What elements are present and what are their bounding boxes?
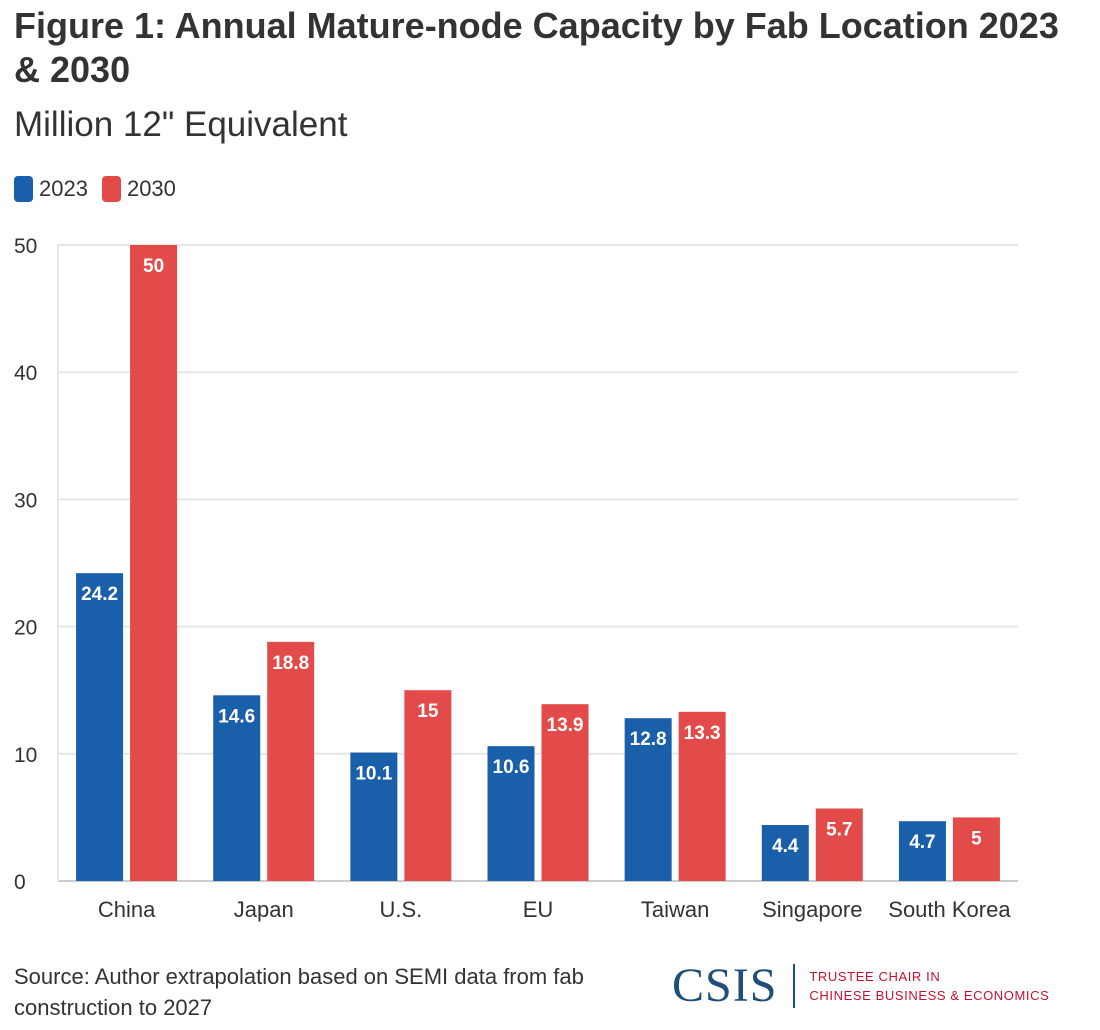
y-tick-label: 30 bbox=[14, 489, 37, 512]
data-label: 15 bbox=[417, 701, 439, 722]
bar-2030-u-s- bbox=[404, 690, 452, 881]
bar-2030-eu bbox=[541, 704, 589, 881]
x-tick-label: U.S. bbox=[379, 897, 422, 922]
x-tick-label: China bbox=[98, 897, 156, 922]
data-label: 10.1 bbox=[355, 764, 392, 785]
bar-2023-china bbox=[76, 573, 124, 881]
logo-divider bbox=[793, 964, 796, 1008]
y-tick-label: 40 bbox=[14, 362, 37, 385]
y-tick-label: 10 bbox=[14, 744, 37, 767]
data-label: 4.4 bbox=[772, 836, 799, 857]
y-tick-label: 0 bbox=[14, 871, 26, 894]
bar-2030-taiwan bbox=[678, 711, 726, 881]
logo-wordmark: CSIS bbox=[672, 959, 778, 1012]
bar-2023-taiwan bbox=[624, 718, 672, 881]
data-label: 5.7 bbox=[826, 819, 852, 840]
x-tick-label: Singapore bbox=[762, 897, 862, 922]
data-label: 50 bbox=[143, 256, 164, 277]
legend-swatch-2030 bbox=[101, 176, 121, 202]
data-label: 24.2 bbox=[81, 584, 118, 605]
y-tick-label: 20 bbox=[14, 617, 37, 640]
bar-2030-singapore bbox=[815, 808, 863, 881]
chart-title: Figure 1: Annual Mature-node Capacity by… bbox=[14, 5, 1059, 90]
x-tick-label: Taiwan bbox=[641, 897, 709, 922]
bar-2023-japan bbox=[213, 695, 261, 881]
logo-tagline-line2: CHINESE BUSINESS & ECONOMICS bbox=[809, 988, 1050, 1003]
chart-subtitle: Million 12" Equivalent bbox=[14, 105, 348, 144]
bar-2030-south-korea bbox=[952, 817, 1000, 881]
x-tick-label: Japan bbox=[234, 897, 294, 922]
bar-2023-singapore bbox=[761, 825, 809, 881]
x-tick-label: South Korea bbox=[888, 897, 1011, 922]
bar-2023-u-s- bbox=[350, 752, 398, 881]
bar-2023-eu bbox=[487, 746, 535, 881]
source-note: Source: Author extrapolation based on SE… bbox=[14, 964, 584, 1020]
y-tick-label: 50 bbox=[14, 235, 37, 258]
x-tick-label: EU bbox=[523, 897, 554, 922]
legend-item-2030: 2030 bbox=[101, 176, 176, 202]
legend-swatch-2023 bbox=[14, 176, 33, 202]
data-label: 5 bbox=[971, 828, 982, 849]
legend-item-2023: 2023 bbox=[14, 176, 88, 202]
data-label: 14.6 bbox=[218, 706, 255, 727]
logo-tagline-line1: TRUSTEE CHAIR IN bbox=[809, 969, 941, 984]
data-label: 18.8 bbox=[272, 653, 309, 674]
legend: 2023 2030 bbox=[14, 176, 190, 202]
data-label: 12.8 bbox=[630, 729, 667, 750]
bar-2030-china bbox=[130, 245, 178, 881]
data-label: 13.9 bbox=[547, 715, 584, 736]
bar-2023-south-korea bbox=[898, 821, 946, 881]
data-label: 4.7 bbox=[909, 832, 935, 853]
legend-label-2023: 2023 bbox=[39, 176, 88, 201]
csis-logo: CSIS TRUSTEE CHAIR IN CHINESE BUSINESS &… bbox=[672, 960, 1049, 1012]
data-label: 13.3 bbox=[684, 723, 721, 744]
bar-chart: 0 10 20 30 40 50 24.2 50 China 14.6 18.8 Japan 10.1 1… bbox=[14, 235, 1018, 922]
logo-tagline: TRUSTEE CHAIR IN CHINESE BUSINESS & ECON… bbox=[809, 967, 1049, 1005]
legend-label-2030: 2030 bbox=[126, 176, 176, 201]
bar-2030-japan bbox=[267, 641, 315, 881]
data-label: 10.6 bbox=[493, 757, 530, 778]
